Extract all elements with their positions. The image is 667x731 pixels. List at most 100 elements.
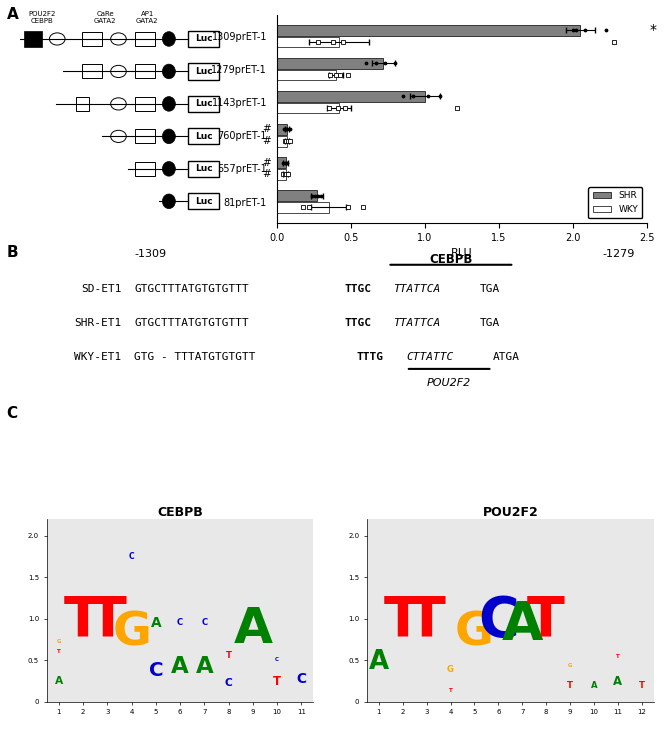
Text: -1309: -1309 [134, 249, 166, 260]
Text: CEBPB: CEBPB [429, 253, 473, 265]
Bar [277, 25, 580, 36]
Text: T: T [567, 681, 573, 691]
Text: TTATTCA: TTATTCA [394, 318, 441, 328]
Text: CEBPB: CEBPB [30, 18, 53, 24]
Text: C: C [129, 553, 134, 561]
Text: C: C [225, 678, 233, 688]
Text: T: T [527, 594, 565, 648]
Text: CTTATTC: CTTATTC [406, 352, 453, 362]
Text: A: A [233, 605, 272, 653]
FancyBboxPatch shape [135, 32, 155, 46]
Text: T: T [273, 675, 281, 689]
Legend: SHR, WKY: SHR, WKY [588, 187, 642, 219]
Text: TTGC: TTGC [344, 284, 371, 294]
Text: B: B [7, 245, 18, 260]
Text: G: G [112, 610, 151, 656]
FancyBboxPatch shape [76, 97, 89, 111]
Text: WKY-ET1: WKY-ET1 [74, 352, 121, 362]
Circle shape [162, 64, 175, 79]
Bar [277, 136, 287, 146]
Text: A: A [614, 675, 622, 689]
Text: G: G [455, 610, 494, 656]
Text: #: # [262, 136, 271, 146]
Text: Luc: Luc [195, 197, 213, 206]
Text: C: C [296, 672, 306, 686]
Text: T: T [89, 594, 126, 648]
Text: ATGA: ATGA [492, 352, 520, 362]
X-axis label: RLU: RLU [451, 249, 473, 258]
Text: SD-ET1: SD-ET1 [81, 284, 121, 294]
Ellipse shape [49, 33, 65, 45]
FancyBboxPatch shape [135, 64, 155, 78]
Bar [277, 102, 339, 113]
Text: GTGCTTTATGTGTGTTT: GTGCTTTATGTGTGTTT [134, 284, 249, 294]
Bar [277, 124, 287, 135]
Bar [277, 169, 285, 180]
Text: #: # [262, 170, 271, 179]
Text: #: # [262, 158, 271, 167]
Circle shape [162, 162, 175, 176]
Text: C: C [275, 657, 279, 662]
Text: T: T [225, 651, 231, 660]
Text: C: C [201, 618, 207, 626]
Bar [277, 58, 384, 69]
Text: POU2F2: POU2F2 [28, 11, 55, 18]
Text: C: C [149, 661, 163, 680]
Circle shape [162, 31, 175, 46]
Text: #: # [262, 124, 271, 135]
Text: A: A [195, 655, 213, 678]
Text: POU2F2: POU2F2 [427, 379, 472, 388]
Text: A: A [171, 655, 189, 678]
Text: Luc: Luc [195, 132, 213, 141]
Text: C: C [177, 618, 183, 626]
Text: TTTG: TTTG [356, 352, 384, 362]
Ellipse shape [111, 130, 126, 143]
Text: TTATTCA: TTATTCA [394, 284, 441, 294]
Text: *: * [650, 23, 657, 37]
Text: Luc: Luc [195, 99, 213, 108]
FancyBboxPatch shape [188, 161, 219, 177]
Text: TGA: TGA [480, 318, 500, 328]
Text: CaRe: CaRe [97, 11, 114, 18]
Text: GTGCTTTATGTGTGTTT: GTGCTTTATGTGTGTTT [134, 318, 249, 328]
FancyBboxPatch shape [135, 162, 155, 176]
Circle shape [162, 96, 175, 111]
Text: GTG - TTTATGTGTGTT: GTG - TTTATGTGTGTT [134, 352, 255, 362]
Text: G: G [447, 665, 454, 674]
Bar [277, 190, 317, 201]
Text: Luc: Luc [195, 164, 213, 173]
Text: AP1: AP1 [141, 11, 154, 18]
FancyBboxPatch shape [135, 97, 155, 111]
Text: A: A [369, 649, 389, 675]
Text: T: T [449, 688, 452, 693]
Text: A: A [502, 599, 543, 651]
FancyBboxPatch shape [188, 96, 219, 112]
Ellipse shape [111, 33, 126, 45]
Ellipse shape [111, 98, 126, 110]
Text: A: A [151, 616, 161, 630]
FancyBboxPatch shape [135, 129, 155, 143]
Title: CEBPB: CEBPB [157, 506, 203, 519]
FancyBboxPatch shape [188, 193, 219, 209]
Text: C: C [478, 594, 519, 648]
FancyBboxPatch shape [24, 31, 42, 47]
Circle shape [162, 194, 175, 208]
Text: T: T [64, 594, 102, 648]
Circle shape [162, 129, 175, 144]
Text: G: G [568, 663, 572, 667]
Text: Luc: Luc [195, 67, 213, 76]
Text: TGA: TGA [480, 284, 500, 294]
Text: T: T [408, 594, 446, 648]
Text: A: A [590, 681, 597, 691]
Text: A: A [7, 7, 19, 23]
Text: Luc: Luc [195, 34, 213, 43]
Text: G: G [57, 640, 61, 645]
Text: T: T [384, 594, 422, 648]
Text: C: C [7, 406, 18, 421]
Text: GATA2: GATA2 [136, 18, 159, 24]
Text: SHR-ET1: SHR-ET1 [74, 318, 121, 328]
Ellipse shape [111, 65, 126, 77]
FancyBboxPatch shape [82, 32, 102, 46]
FancyBboxPatch shape [188, 31, 219, 47]
FancyBboxPatch shape [82, 64, 102, 78]
